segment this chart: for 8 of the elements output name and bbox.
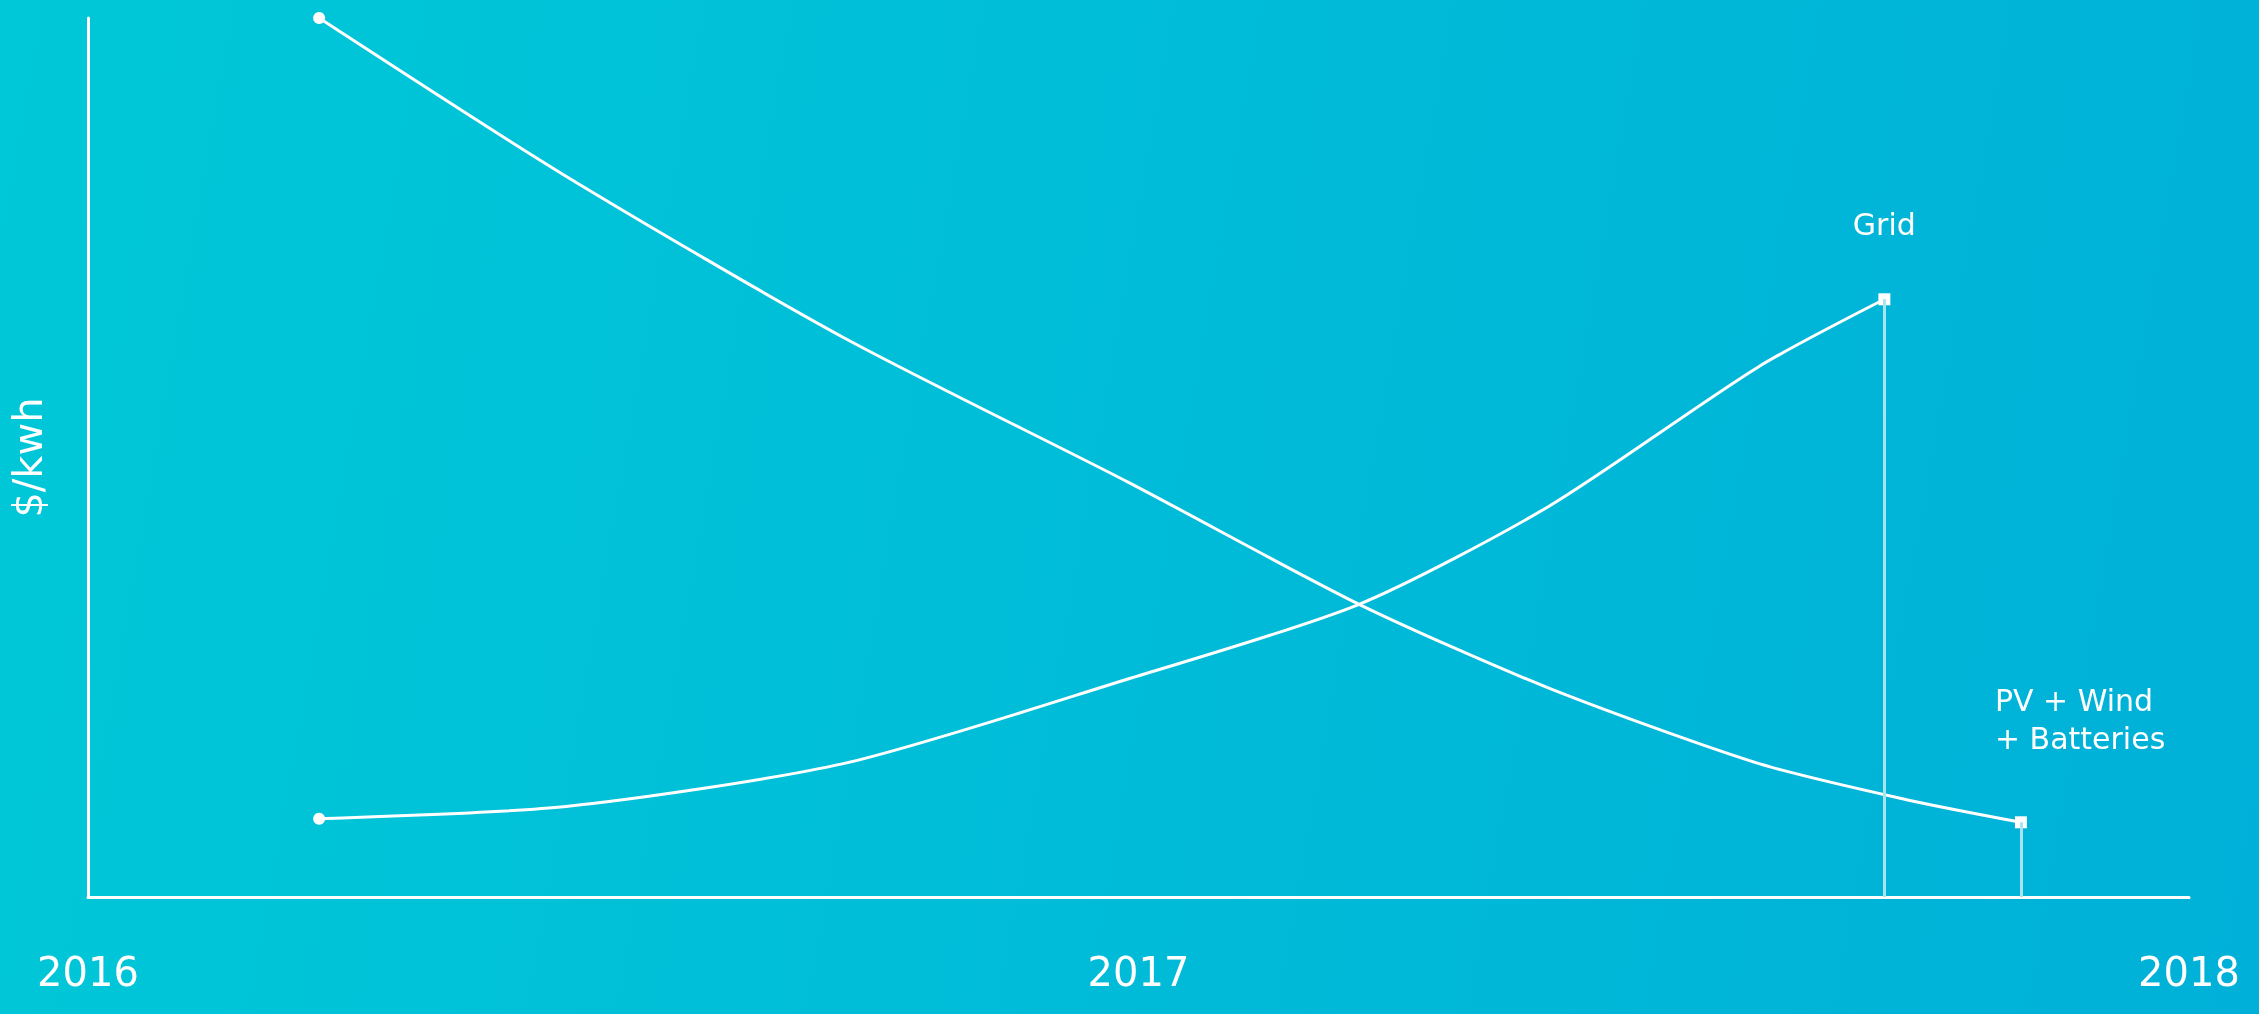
y-axis-title: $/kwh — [5, 397, 51, 518]
x-tick-label: 2018 — [2138, 949, 2240, 995]
point — [313, 812, 326, 825]
series-label: Grid — [1852, 206, 1916, 242]
x-tick-label: 2017 — [1087, 949, 1190, 995]
point — [313, 12, 326, 24]
text: PV + Wind + Batteries — [1994, 682, 2166, 756]
x-tick-label: 2016 — [37, 949, 139, 995]
